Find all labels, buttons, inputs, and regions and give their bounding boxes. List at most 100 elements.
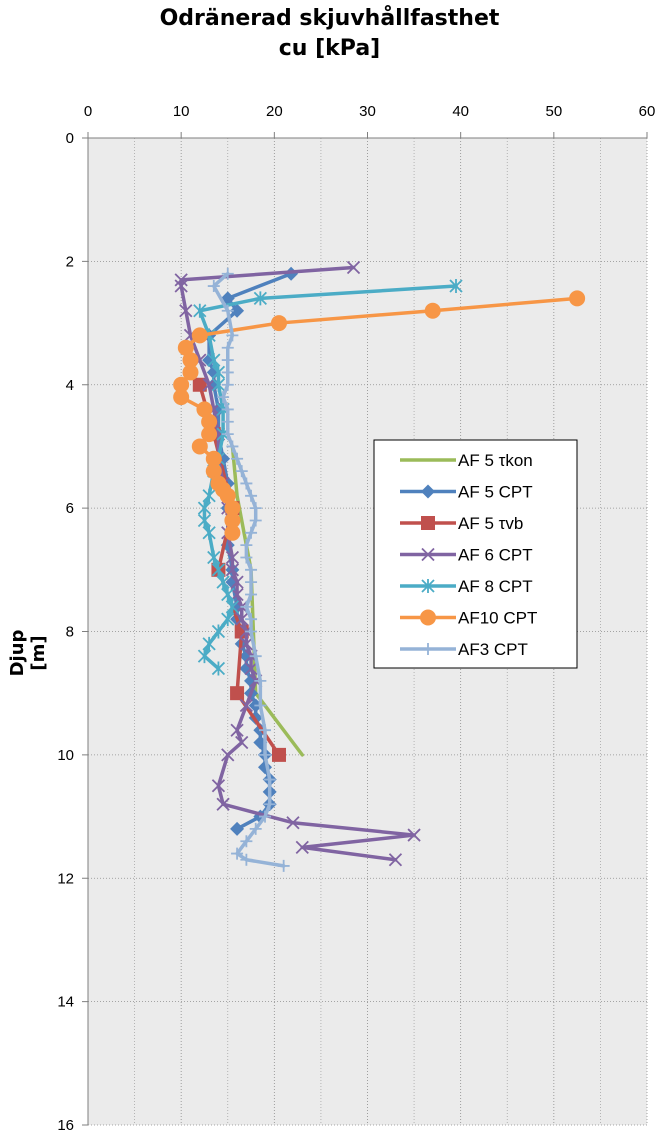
data-point [226, 440, 239, 453]
data-point [235, 465, 248, 478]
data-point [245, 588, 258, 601]
data-point [179, 304, 193, 318]
data-point [182, 352, 199, 369]
data-point [177, 339, 194, 356]
series-7 [207, 267, 290, 872]
x-tick-label: 0 [84, 103, 92, 120]
data-point [235, 612, 249, 626]
data-point [259, 724, 272, 737]
legend-item: AF10 CPT [400, 609, 537, 628]
data-point [221, 304, 234, 317]
data-point [263, 798, 276, 811]
data-point [245, 576, 258, 589]
data-point [224, 524, 241, 541]
data-point [277, 859, 290, 872]
data-point [239, 637, 254, 651]
data-point [224, 512, 241, 529]
data-point [225, 550, 240, 565]
data-point [230, 587, 244, 602]
data-point [270, 315, 287, 332]
legend-item: AF 5 τkon [400, 451, 533, 470]
data-point [217, 391, 230, 404]
data-point [259, 748, 272, 761]
data-point [254, 699, 267, 712]
data-point [202, 378, 216, 392]
data-point [420, 609, 436, 626]
data-point [245, 625, 258, 638]
data-point [221, 415, 234, 428]
data-point [449, 279, 463, 294]
data-point [221, 612, 235, 627]
data-point [239, 698, 254, 713]
data-point [207, 550, 221, 565]
data-point [221, 354, 234, 367]
data-point [235, 735, 249, 750]
data-point [173, 376, 190, 393]
data-point [219, 487, 236, 504]
series-line [179, 265, 416, 862]
y-tick-label: 6 [66, 500, 74, 517]
legend-label: AF 8 CPT [458, 577, 533, 596]
legend-label: AF 5 CPT [458, 483, 533, 502]
data-point [226, 329, 239, 342]
data-point [224, 500, 241, 517]
data-point [245, 526, 258, 539]
data-point [245, 563, 258, 576]
data-point [174, 273, 188, 287]
series-6 [173, 290, 586, 541]
data-point [182, 364, 199, 381]
data-point [192, 377, 207, 392]
data-point [207, 353, 221, 368]
data-point [211, 562, 226, 577]
data-point [388, 853, 403, 867]
data-point [201, 413, 218, 430]
data-point [249, 650, 262, 663]
data-point [295, 840, 309, 855]
data-point [249, 822, 262, 835]
x-tick-label: 40 [452, 103, 469, 120]
legend-label: AF10 CPT [458, 609, 537, 628]
data-point [240, 600, 253, 613]
data-point [230, 303, 245, 318]
data-point [244, 661, 258, 676]
data-point [207, 280, 220, 293]
data-point [221, 587, 235, 602]
data-point [231, 847, 244, 860]
data-point [259, 810, 272, 823]
data-point [569, 290, 586, 307]
y-tick-label: 8 [66, 624, 74, 641]
data-point [211, 624, 226, 639]
legend-item: AF 8 CPT [400, 577, 533, 596]
chart-title-line2: cu [kPa] [278, 36, 381, 61]
data-point [346, 260, 361, 275]
legend-label: AF 6 CPT [458, 546, 533, 565]
y-tick-label: 4 [66, 377, 74, 394]
legend-item: AF 5 CPT [400, 483, 533, 502]
data-point [240, 539, 253, 552]
data-point [202, 488, 216, 503]
data-point [421, 516, 435, 530]
legend-item: AF3 CPT [400, 640, 528, 659]
data-point [230, 723, 244, 737]
data-point [211, 377, 226, 392]
legend-label: AF3 CPT [458, 640, 528, 659]
legend-item: AF 5 τvb [400, 514, 523, 533]
y-tick-label: 14 [57, 994, 74, 1011]
data-point [197, 513, 212, 528]
data-point [174, 279, 188, 293]
data-point [211, 661, 226, 676]
data-point [230, 686, 245, 701]
data-point [211, 779, 226, 793]
data-point [421, 547, 435, 562]
data-point [191, 438, 208, 455]
y-tick-label: 0 [66, 130, 74, 147]
data-point [196, 401, 213, 418]
legend-item: AF 6 CPT [400, 546, 533, 565]
data-point [173, 389, 190, 406]
data-point [231, 452, 244, 465]
data-point [225, 563, 240, 577]
data-point [193, 303, 207, 318]
data-point [216, 575, 230, 590]
x-tick-label: 20 [266, 103, 283, 120]
data-point [240, 551, 253, 564]
